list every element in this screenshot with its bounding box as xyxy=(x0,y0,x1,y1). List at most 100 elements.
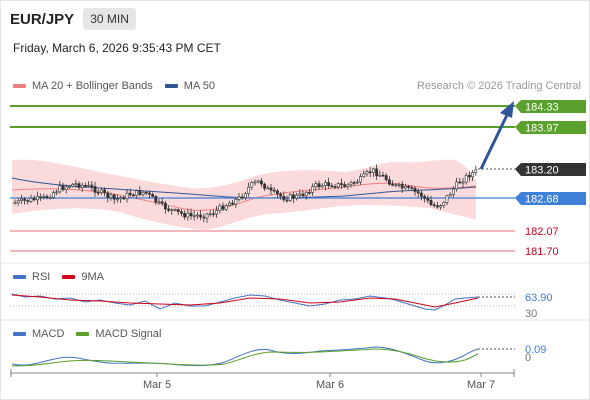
tag-label-current-price: 183.20 xyxy=(525,165,559,177)
candle-body xyxy=(196,214,199,217)
candle-body xyxy=(336,183,340,188)
research-credit: Research © 2026 Trading Central xyxy=(416,80,581,92)
candle-body xyxy=(212,213,215,216)
tag-pivot: 182.68 xyxy=(515,192,586,206)
candle-body xyxy=(23,198,27,201)
candle-body xyxy=(176,209,180,212)
candle-body xyxy=(35,196,39,201)
x-label-mar6: Mar 6 xyxy=(316,379,344,391)
candle-body xyxy=(407,186,411,188)
candle-body xyxy=(314,183,318,187)
candle-body xyxy=(384,175,388,181)
legend-rsi: RSI xyxy=(13,271,50,283)
rsi-level-label: 30 xyxy=(525,308,537,320)
candle-body xyxy=(381,174,385,177)
candle-body xyxy=(365,171,369,175)
candle-body xyxy=(122,197,126,200)
candle-body xyxy=(419,192,423,197)
candle-body xyxy=(183,213,187,218)
tag-resistance-2: 184.33 xyxy=(515,100,586,114)
candle-body xyxy=(234,198,238,205)
legend-label-ma20: MA 20 + Bollinger Bands xyxy=(32,80,153,92)
candle-body xyxy=(259,180,263,185)
tag-label-support-2: 181.70 xyxy=(525,246,559,258)
candle-body xyxy=(128,192,132,196)
candle-body xyxy=(148,192,151,195)
candle-body xyxy=(429,200,433,206)
candle-body xyxy=(330,185,334,188)
candle-body xyxy=(307,192,311,194)
candle-body xyxy=(32,197,36,201)
datetime-label: Friday, March 6, 2026 9:35:43 PM CET xyxy=(13,41,221,55)
candle-body xyxy=(192,215,196,217)
candle-body xyxy=(170,209,174,211)
macd-value-label: 0.09 xyxy=(525,344,546,356)
candle-body xyxy=(247,186,251,194)
legend-label-ma50: MA 50 xyxy=(183,80,215,92)
candle-body xyxy=(100,189,103,193)
rsi-legend: RSI 9MA xyxy=(13,271,116,283)
legend-label-rsi: RSI xyxy=(32,271,51,283)
candle-body xyxy=(93,186,97,193)
candle-body xyxy=(74,183,78,185)
timeframe-button[interactable]: 30 MIN xyxy=(83,8,136,30)
candle-body xyxy=(116,198,119,201)
candle-body xyxy=(397,184,401,186)
candle-body xyxy=(87,184,91,187)
candle-body xyxy=(160,201,164,204)
candle-body xyxy=(279,193,283,197)
candle-body xyxy=(458,181,462,184)
candle-body xyxy=(355,181,359,184)
candle-body xyxy=(199,214,203,218)
candle-body xyxy=(464,174,468,183)
legend-swatch-ma50 xyxy=(164,84,178,88)
forecast-arrow-line xyxy=(479,114,509,170)
candle-body xyxy=(320,185,324,188)
candle-body xyxy=(218,205,222,211)
legend-swatch-ma20 xyxy=(13,84,26,88)
candle-body xyxy=(445,195,449,203)
candle-body xyxy=(301,193,305,197)
candle-body xyxy=(378,174,382,177)
candle-body xyxy=(442,201,446,206)
candle-body xyxy=(173,209,177,211)
candle-body xyxy=(231,202,235,205)
candle-body xyxy=(180,211,183,214)
candle-body xyxy=(144,191,148,194)
candle-body xyxy=(240,196,244,199)
candle-body xyxy=(416,191,420,194)
symbol-label: EUR/JPY xyxy=(10,10,75,28)
legend-macd: MACD xyxy=(13,328,64,340)
candle-body xyxy=(448,194,452,197)
candle-body xyxy=(106,192,110,198)
candle-body xyxy=(327,182,331,187)
candle-body xyxy=(90,184,94,187)
candle-body xyxy=(84,185,87,187)
candle-body xyxy=(77,183,81,188)
candle-body xyxy=(237,196,241,200)
candle-body xyxy=(80,185,84,188)
candle-body xyxy=(394,184,398,186)
candle-body xyxy=(119,197,123,200)
legend-swatch-9ma xyxy=(62,275,76,279)
candle-body xyxy=(359,176,363,183)
candle-body xyxy=(215,210,219,215)
candle-body xyxy=(29,197,33,202)
candle-body xyxy=(186,212,190,218)
candle-body xyxy=(167,208,171,211)
candle-body xyxy=(349,182,353,185)
tag-shape-pivot xyxy=(515,192,586,205)
candle-body xyxy=(244,193,247,199)
candle-body xyxy=(455,181,459,190)
candle-body xyxy=(311,186,315,193)
candle-body xyxy=(352,182,356,184)
candle-body xyxy=(71,184,75,187)
candle-body xyxy=(135,190,139,196)
macd-signal-line xyxy=(11,348,479,367)
forecast-arrow-head xyxy=(500,101,514,118)
candle-body xyxy=(410,187,414,189)
tag-label-resistance-2: 184.33 xyxy=(525,102,559,114)
candle-body xyxy=(221,205,225,210)
x-label-mar5: Mar 5 xyxy=(143,379,171,391)
